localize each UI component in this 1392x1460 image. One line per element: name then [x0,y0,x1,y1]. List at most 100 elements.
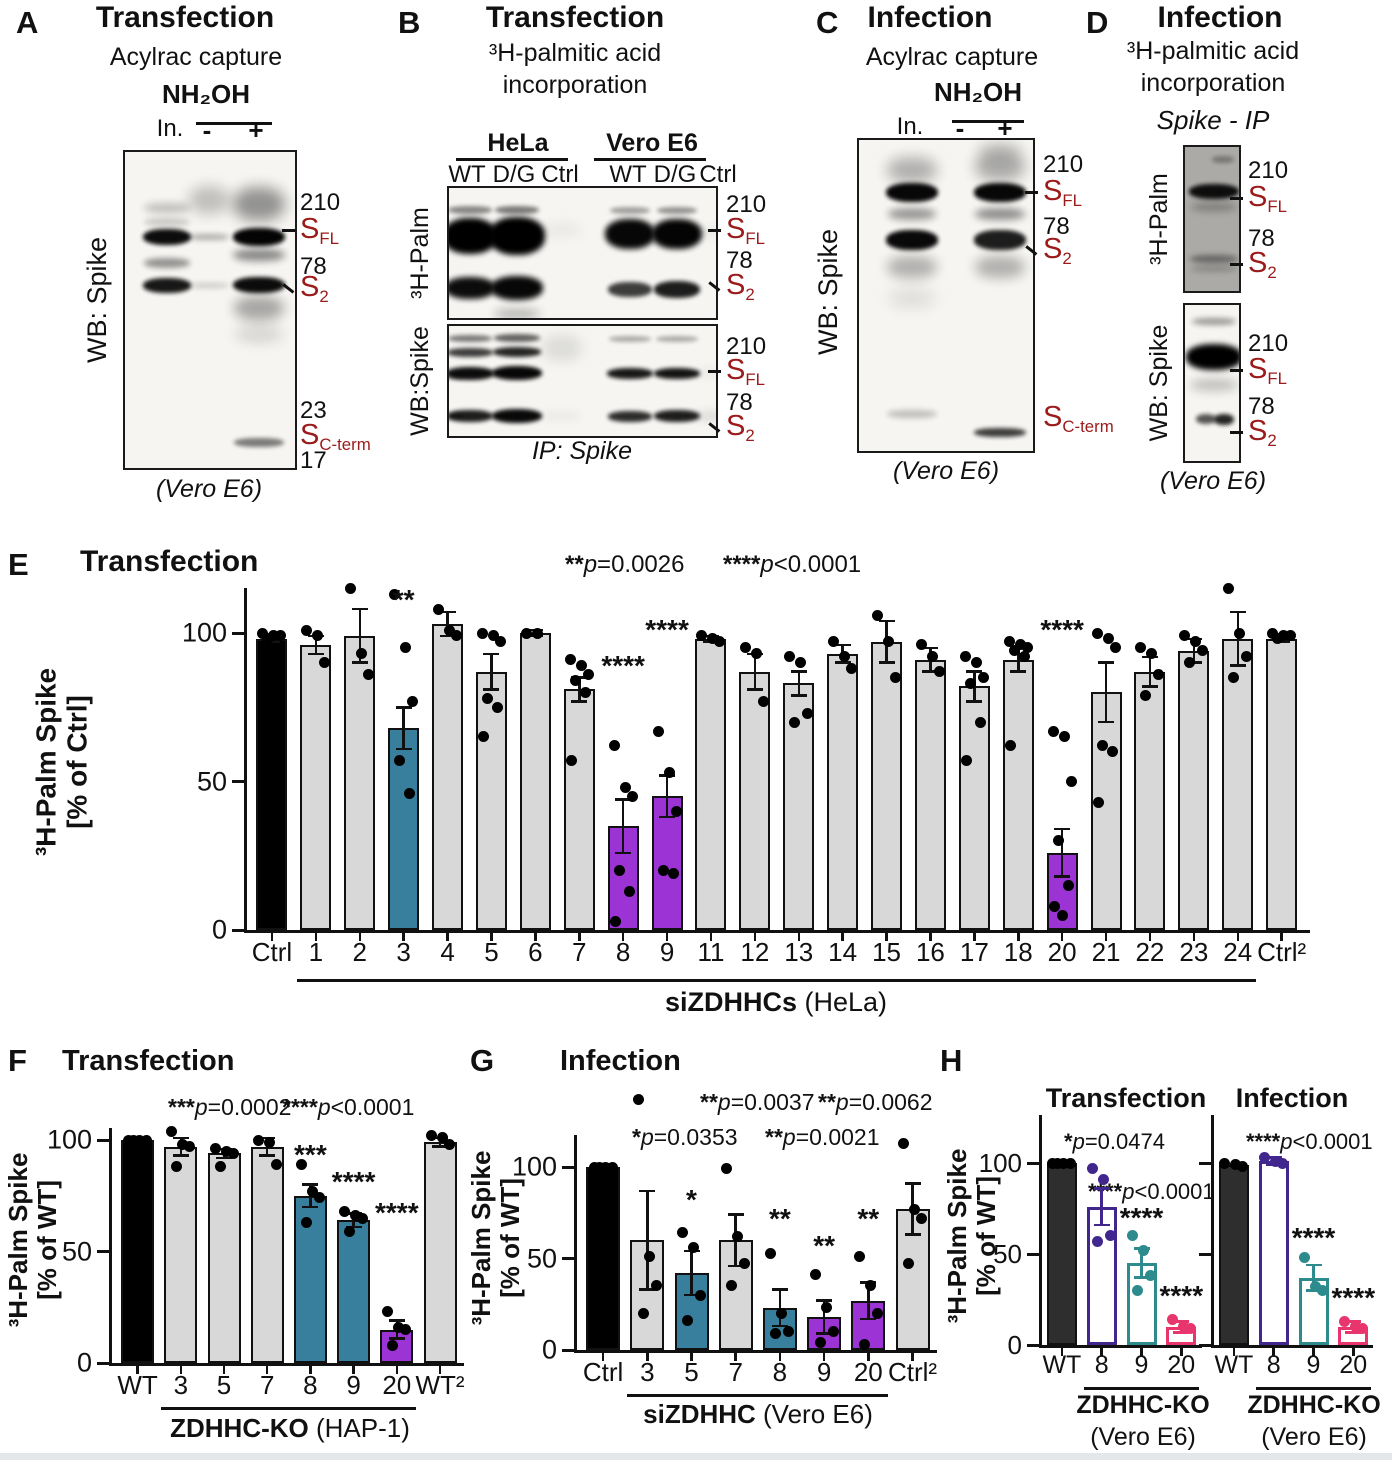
protein-band [1214,413,1234,425]
protein-band [144,258,190,268]
bar [1046,1163,1077,1345]
lane-label: Ctrl [541,161,579,188]
protein-band [610,206,650,214]
y-tick-label: 100 [978,1147,1022,1178]
error-bar-cap-bottom [1093,1223,1110,1227]
error-bar-cap-bottom [351,661,368,664]
scatter-dot [1135,642,1147,654]
scatter-dot [820,1302,832,1314]
scatter-dot [784,651,796,663]
panel-e: E Transfection ³H-Palm Spike [% of Ctrl] **p… [0,540,1392,1040]
y-tick-label: 50 [61,1235,92,1266]
band-identity-label: S2 [726,410,755,444]
scatter-dot [858,1339,870,1350]
error-bar-cap-bottom [483,688,500,691]
blot-side-label: WB: Spike [1145,324,1173,442]
x-category-label: 23 [1179,937,1209,967]
scatter-dot [915,639,927,651]
x-tick-mark [929,933,932,941]
band-identity-sub: 2 [1267,430,1277,450]
x-axis-group-label-bold: siZDHHCs [664,987,797,1017]
band-identity-label: SC-term [300,419,371,453]
scatter-dot [883,636,895,648]
annotation-stars: ** [565,551,584,578]
x-tick-mark [136,1366,139,1374]
scatter-dot [1098,1173,1110,1185]
scatter-dot [579,686,591,698]
panel-title: Infection [867,1,993,34]
bar [1178,650,1210,930]
blot-side-label: WB: Spike [81,236,112,364]
blot-image [1183,145,1241,293]
x-tick-mark [709,933,713,941]
panel-letter: H [940,1043,963,1078]
x-tick-mark [1060,1348,1064,1356]
scatter-dot [1317,1284,1328,1296]
treatment-bracket-line [196,122,272,125]
annotation-stars: ** [765,1124,783,1150]
mw-marker-label: 210 [726,191,767,218]
band-identity-main: S [726,410,746,442]
significance-marker: *** [294,1139,327,1170]
p-value-annotation: ****p<0.0001 [723,552,861,578]
error-bar-stem [1100,1188,1103,1225]
x-category-label: 20 [1047,937,1077,967]
panel-letter: C [816,5,839,40]
error-bar-cap-bottom [1345,1331,1362,1334]
scatter-dot [898,1137,909,1149]
scatter-dot [765,1247,777,1259]
scatter-dot [707,633,719,645]
bar [739,671,771,930]
scatter-dot [263,1136,275,1148]
protein-band [1212,155,1234,163]
bar [1222,638,1254,930]
p-symbol: p [760,551,774,578]
protein-band [489,217,545,255]
x-category-label: 2 [352,937,367,967]
scatter-dot [1228,672,1240,684]
annotation-value: <0.0001 [773,551,862,578]
y-tick-label: 0 [76,1347,92,1378]
annotation-stars: * [632,1124,641,1150]
x-category-label: 8 [1094,1351,1109,1379]
protein-band [542,223,582,237]
scatter-dot [814,1337,826,1349]
blot-image [447,186,718,320]
scatter-dot [714,636,726,648]
lane-label: + [997,113,1013,143]
band-identity-sub: 2 [1062,248,1072,268]
bottom-window-edge [0,1453,1392,1460]
panel-d: D Infection ³H-palmitic acid incorporation S… [1080,0,1392,540]
bar [121,1140,155,1363]
p-symbol: p [717,1089,731,1115]
significance-marker: **** [645,614,689,646]
group-underline [594,158,706,161]
scatter-dot [257,627,269,639]
marker-dash [1230,263,1243,266]
protein-band [1191,266,1237,272]
bar [300,644,332,930]
lane-label: In. [896,113,924,140]
panel-b: B Transfection ³H-palmitic acid incorporati… [390,0,810,540]
x-category-label: 5 [684,1357,699,1387]
y-tick-label: 0 [541,1334,557,1365]
scatter-dot [1106,746,1118,758]
scatter-dot [606,1161,618,1173]
x-category-label: 3 [173,1370,189,1400]
bar [1090,692,1122,930]
significance-marker: **** [1291,1222,1336,1254]
scatter-dot [134,1134,146,1146]
scatter-dot [1058,1157,1070,1169]
protein-band [493,347,541,357]
scatter-dot [1109,642,1121,654]
error-bar-cap-bottom [790,694,807,697]
mw-marker-label: 78 [1248,225,1275,252]
protein-band [235,326,283,342]
significance-marker: ** [857,1202,880,1234]
bar [958,686,990,930]
error-bar-stem [797,671,800,696]
x-tick-mark [352,1366,355,1374]
scatter-dot [487,630,499,642]
scatter-dot [1058,731,1070,743]
error-bar-cap-top [966,670,983,673]
